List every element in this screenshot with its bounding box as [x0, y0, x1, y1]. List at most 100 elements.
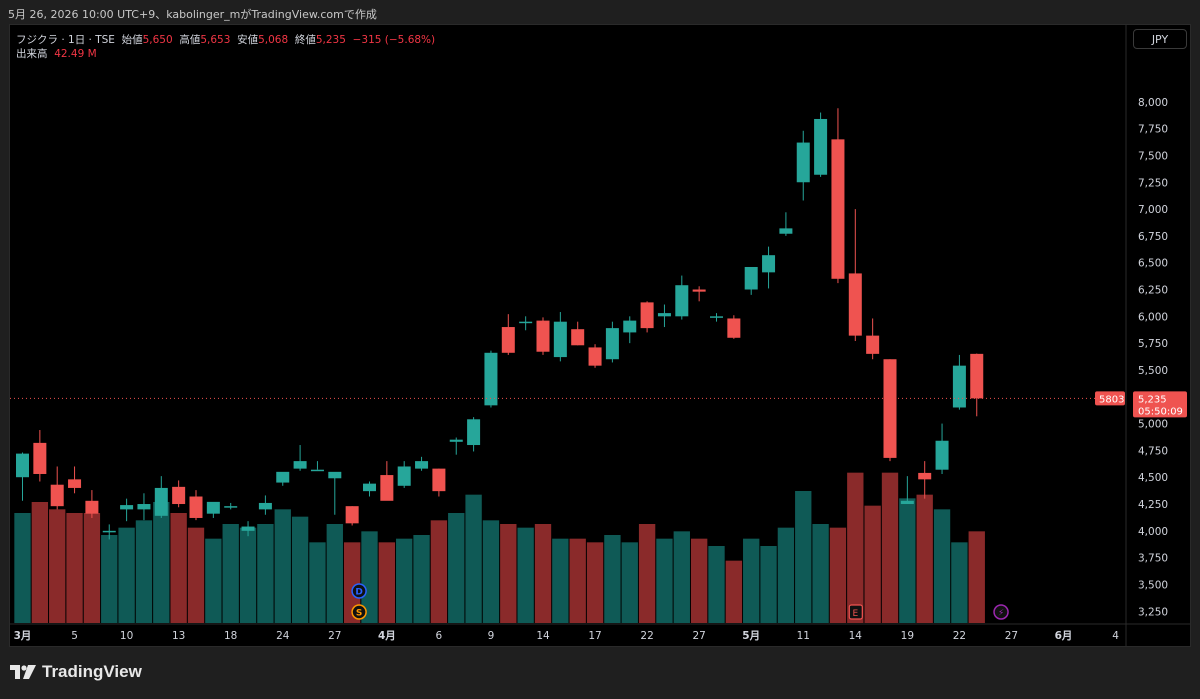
volume-bar [968, 531, 985, 623]
candle-body [883, 359, 897, 458]
volume-bar [881, 472, 899, 623]
volume-bar [899, 498, 916, 623]
candle-body [675, 285, 689, 317]
x-tick-label: 4 [1112, 630, 1119, 642]
volume-bar [49, 509, 66, 623]
close-label: 終値 [294, 34, 316, 46]
volume-bar [517, 527, 534, 623]
volume-bar [309, 542, 326, 623]
open-label: 始値 [121, 34, 143, 46]
price-tag-left-bg [1095, 391, 1125, 406]
volume-bar [187, 527, 205, 623]
candle-body [380, 475, 394, 501]
candle-body [692, 289, 706, 292]
volume-bar [760, 546, 777, 623]
candle-body [310, 469, 324, 472]
x-tick-label: 6月 [1055, 630, 1073, 642]
low-value: 5,068 [258, 34, 289, 46]
tradingview-logo-icon [10, 665, 36, 679]
candle-body [415, 461, 429, 469]
candle-body [50, 484, 64, 507]
candle-body [137, 504, 151, 510]
volume-bar [396, 538, 413, 623]
brand-name: TradingView [42, 662, 142, 681]
x-tick-label: 6 [436, 630, 443, 642]
volume-bar [430, 520, 448, 623]
candle-body [796, 142, 810, 183]
y-tick-label: 4,750 [1138, 445, 1168, 457]
volume-bar [552, 538, 569, 623]
close-value: 5,235 [315, 34, 346, 46]
chart-caption: 5月 26, 2026 10:00 UTC+9、kabolinger_mがTra… [8, 8, 377, 21]
volume-bar [118, 527, 135, 623]
y-tick-label: 6,500 [1138, 258, 1168, 270]
volume-bar [153, 502, 170, 623]
volume-bar [933, 509, 951, 623]
candle-body [189, 496, 203, 518]
volume-bar [569, 538, 586, 623]
candle-body [519, 321, 533, 324]
volume-bar [448, 513, 465, 623]
candle-body [935, 440, 949, 470]
volume-value: 42.49 M [54, 48, 97, 60]
price-chart[interactable]: 8,000 7,750 7,500 7,250 7,000 6,750 6,500 6,250… [10, 25, 1190, 646]
tradingview-logo[interactable]: TradingView [10, 662, 142, 682]
volume-bar [205, 538, 222, 623]
x-tick-label: 19 [901, 630, 914, 642]
price-tag-value: 5,235 [1138, 394, 1167, 405]
volume-bar [500, 524, 517, 623]
y-tick-label: 3,500 [1138, 579, 1168, 591]
volume-bar [673, 531, 690, 623]
volume-bar [812, 524, 829, 623]
candle-body [258, 502, 272, 510]
volume-bar [361, 531, 378, 623]
volume-bar [101, 535, 118, 623]
y-tick-label: 4,250 [1138, 499, 1168, 511]
volume-bar [413, 535, 430, 623]
candle-body [831, 139, 845, 279]
candle-body [866, 335, 880, 354]
y-tick-label: 7,250 [1138, 177, 1168, 189]
volume-bar [222, 524, 239, 623]
news-marker-icon-glyph: ⚡ [998, 609, 1004, 619]
x-tick-label: 27 [692, 630, 705, 642]
volume-bar [829, 527, 847, 623]
candle-body [848, 273, 862, 336]
split-marker-icon [351, 604, 367, 620]
candle-body [553, 321, 567, 358]
x-tick-label: 24 [276, 630, 290, 642]
ohlc-legend: フジクラ · 1日 · TSE 始値5,650 高値5,653 安値5,068 … [16, 32, 435, 47]
y-tick-label: 3,750 [1138, 553, 1168, 565]
candle-body [120, 505, 134, 510]
x-tick-label: 3月 [14, 630, 32, 642]
y-tick-label: 7,000 [1138, 204, 1168, 216]
candle-body [206, 501, 220, 514]
currency-button[interactable]: JPY [1133, 29, 1187, 49]
candle-body [779, 228, 793, 234]
volume-bar [586, 542, 604, 623]
x-tick-label: 13 [172, 630, 185, 642]
x-tick-label: 11 [797, 630, 810, 642]
chart-panel[interactable]: 8,000 7,750 7,500 7,250 7,000 6,750 6,500 6,250… [9, 24, 1191, 647]
y-tick-label: 5,000 [1138, 419, 1168, 431]
x-tick-label: 18 [224, 630, 237, 642]
candle-body [710, 316, 723, 318]
candle-body [657, 313, 671, 317]
volume-bar [135, 520, 153, 623]
volume-bar [326, 524, 343, 623]
volume-bar [274, 509, 291, 623]
candle-body [605, 328, 619, 360]
volume-label: 出来高 [16, 48, 48, 60]
symbol-label[interactable]: フジクラ · 1日 · TSE [16, 34, 115, 46]
volume-bar [257, 524, 274, 623]
x-tick-label: 22 [640, 630, 653, 642]
x-tick-label: 5月 [742, 630, 760, 642]
volume-bar [170, 513, 187, 623]
volume-bar [621, 542, 638, 623]
x-tick-label: 27 [328, 630, 341, 642]
candle-body [293, 461, 307, 469]
candle-body [588, 347, 602, 366]
price-tag-left: 5803 [1099, 394, 1124, 405]
low-label: 安値 [237, 34, 259, 46]
candle-body [900, 500, 914, 505]
